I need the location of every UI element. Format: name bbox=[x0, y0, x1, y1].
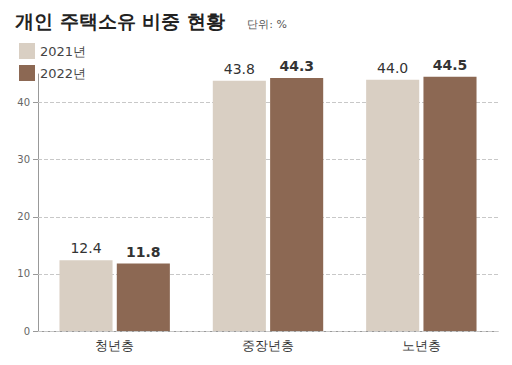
svg-text:2021년: 2021년 bbox=[40, 44, 86, 59]
svg-text:20: 20 bbox=[17, 211, 30, 222]
svg-text:단위: %: 단위: % bbox=[247, 18, 287, 31]
svg-text:44.3: 44.3 bbox=[279, 58, 314, 74]
svg-text:43.8: 43.8 bbox=[224, 61, 255, 77]
svg-text:청년층: 청년층 bbox=[95, 338, 134, 353]
svg-text:44.0: 44.0 bbox=[377, 60, 408, 76]
svg-text:40: 40 bbox=[17, 97, 30, 108]
svg-text:노년층: 노년층 bbox=[402, 338, 441, 353]
svg-text:11.8: 11.8 bbox=[126, 244, 161, 260]
svg-text:중장년층: 중장년층 bbox=[242, 338, 294, 353]
svg-text:30: 30 bbox=[17, 154, 30, 165]
svg-text:2022년: 2022년 bbox=[40, 66, 86, 81]
svg-text:10: 10 bbox=[17, 268, 30, 279]
svg-text:12.4: 12.4 bbox=[70, 240, 101, 256]
svg-text:0: 0 bbox=[24, 326, 30, 337]
svg-text:개인 주택소유 비중 현황: 개인 주택소유 비중 현황 bbox=[15, 10, 225, 32]
svg-text:44.5: 44.5 bbox=[433, 57, 468, 73]
